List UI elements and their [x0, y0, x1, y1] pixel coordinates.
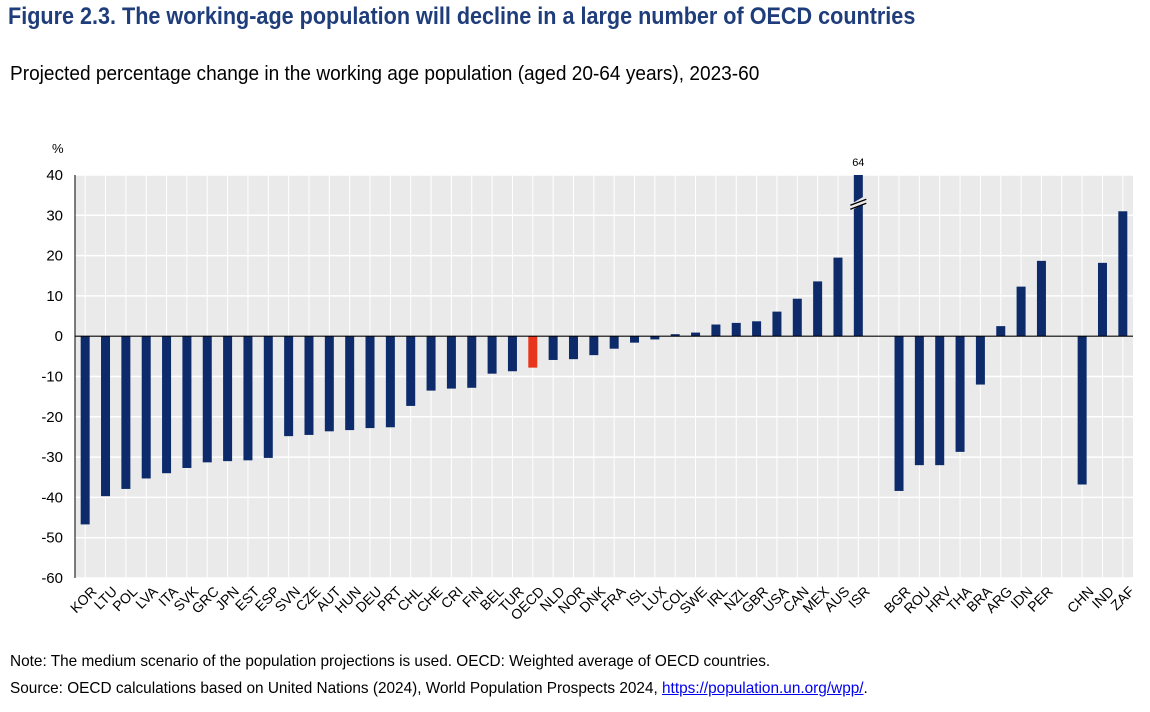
bar-hrv	[935, 336, 945, 466]
bar-fra	[609, 336, 619, 349]
figure-title: Figure 2.3. The working-age population w…	[8, 3, 916, 30]
bar-kor	[80, 336, 90, 525]
bar-tur	[507, 336, 517, 372]
bar-cze	[304, 336, 314, 435]
x-tick-label: ZAF	[1107, 583, 1137, 613]
y-tick-label: -10	[41, 369, 63, 386]
y-tick-label: 0	[55, 328, 63, 345]
bar-ltu	[101, 336, 111, 497]
bar-bra	[975, 336, 985, 385]
source-text: Source: OECD calculations based on Unite…	[10, 680, 868, 698]
figure-subtitle: Projected percentage change in the worki…	[10, 62, 760, 85]
bar-rou	[914, 336, 924, 466]
bar-chart: % 403020100-10-20-30-40-50-60KORLTUPOLLV…	[41, 141, 1137, 623]
bar-che	[426, 336, 436, 391]
source-link[interactable]: https://population.un.org/wpp/	[662, 680, 864, 697]
y-tick-label: 30	[46, 207, 63, 224]
bar-hun	[345, 336, 355, 431]
bar-dnk	[589, 336, 599, 356]
y-tick-label: 10	[46, 288, 63, 305]
bar-chn	[1077, 336, 1087, 485]
bar-idn	[1016, 286, 1026, 337]
bar-isl	[630, 336, 640, 343]
y-axis-label: %	[52, 141, 64, 156]
bar-lux	[650, 336, 660, 340]
bar-fin	[467, 336, 477, 388]
source-prefix: Source: OECD calculations based on Unite…	[10, 680, 663, 697]
source-trailing: .	[863, 680, 868, 697]
bar-per	[1036, 260, 1046, 337]
bar-can	[792, 298, 802, 337]
bar-aut	[324, 336, 334, 432]
bar-bel	[487, 336, 497, 374]
bar-arg	[996, 326, 1006, 337]
y-tick-label: -30	[41, 449, 63, 466]
bar-zaf	[1118, 211, 1128, 337]
y-tick-label: -50	[41, 530, 63, 547]
bar-ita	[162, 336, 172, 474]
y-tick-label: 20	[46, 248, 63, 265]
bar-irl	[711, 324, 721, 337]
bar-tha	[955, 336, 965, 452]
bar-usa	[772, 311, 782, 337]
note-text: Note: The medium scenario of the populat…	[10, 653, 771, 670]
bar-prt	[385, 336, 395, 428]
bar-bgr	[894, 336, 904, 491]
bar-svk	[182, 336, 192, 468]
data-label-isr: 64	[852, 157, 864, 169]
bar-cri	[446, 336, 456, 389]
bar-col	[670, 334, 680, 337]
bar-grc	[202, 336, 212, 463]
bar-deu	[365, 336, 375, 429]
bar-nzl	[731, 322, 741, 337]
break-line-lower	[850, 198, 867, 206]
bar-esp	[263, 336, 273, 458]
bar-oecd	[528, 336, 538, 368]
bar-mex	[813, 281, 823, 337]
bar-jpn	[223, 336, 233, 462]
y-tick-label: -60	[41, 570, 63, 587]
y-tick-label: -20	[41, 409, 63, 426]
bar-isr	[853, 175, 863, 337]
bar-chl	[406, 336, 416, 406]
bar-pol	[121, 336, 131, 489]
bar-aus	[833, 257, 843, 337]
bar-est	[243, 336, 253, 461]
bar-svn	[284, 336, 294, 437]
bar-nld	[548, 336, 558, 360]
y-tick-label: 40	[46, 167, 63, 184]
bar-nor	[568, 336, 578, 360]
bar-lva	[141, 336, 151, 479]
break-gap	[849, 196, 867, 210]
break-line-upper	[850, 202, 867, 210]
bar-gbr	[752, 321, 762, 337]
bar-swe	[691, 332, 701, 337]
bar-ind	[1097, 262, 1107, 337]
axis-break-marker	[849, 196, 867, 210]
x-tick-label: ISR	[845, 583, 873, 611]
y-tick-label: -40	[41, 489, 63, 506]
